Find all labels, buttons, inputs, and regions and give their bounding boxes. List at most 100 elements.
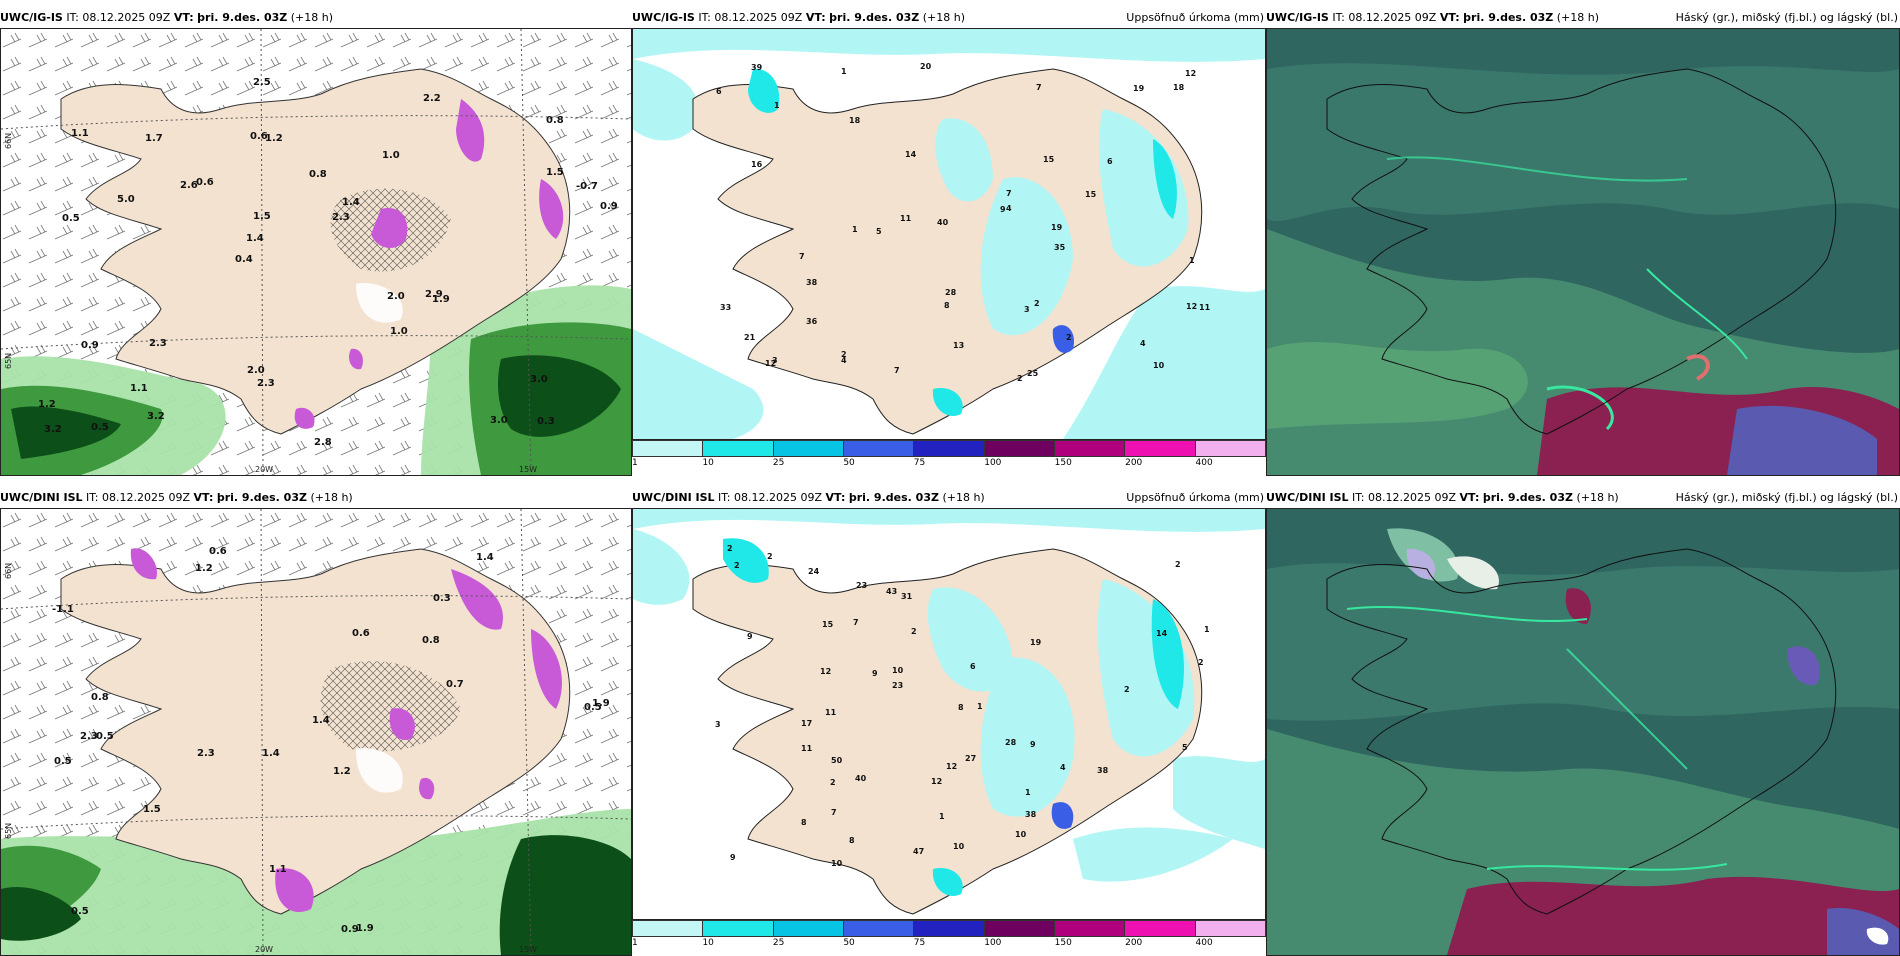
value-label: 12	[765, 359, 776, 368]
colorbar-tick: 75	[913, 458, 926, 468]
value-label: 7	[894, 366, 900, 375]
value-label: 1.9	[356, 923, 374, 934]
value-label: 9	[1000, 205, 1006, 214]
cloud-map[interactable]	[1266, 508, 1900, 956]
value-label: 9	[747, 632, 753, 641]
lead-time: (+18 h)	[1576, 491, 1619, 504]
value-label: 50	[831, 756, 843, 765]
value-label: 12	[931, 777, 942, 786]
value-label: 25	[1027, 369, 1039, 378]
lead-time: (+18 h)	[922, 11, 966, 24]
value-label: -1.1	[52, 604, 74, 615]
value-label: 2	[1198, 658, 1204, 667]
value-label: 2	[1017, 374, 1023, 383]
value-label: 11	[900, 214, 912, 223]
value-label: 19	[1051, 223, 1063, 232]
value-label: 11	[1199, 303, 1211, 312]
colorbar-cell	[773, 921, 844, 936]
value-label: 28	[945, 288, 957, 297]
value-label: 1.2	[333, 766, 351, 777]
weather-map[interactable]: 66N 65N 20W 15W 0.6 0.3 0.5 1.4 1.2 0.5 -1.1 0.…	[0, 508, 632, 956]
value-label: 39	[751, 63, 763, 72]
value-label: 1.2	[195, 563, 213, 574]
valid-time: þri. 9.des. 03Z	[216, 491, 307, 504]
value-label: 15	[1085, 190, 1097, 199]
colorbar-tick: 25	[772, 938, 785, 948]
value-label: 15	[1043, 155, 1055, 164]
lead-time: (+18 h)	[290, 11, 334, 24]
value-label: 1.1	[130, 383, 148, 394]
colorbar-cell	[773, 441, 844, 456]
colorbar-tick: 50	[843, 458, 855, 468]
value-label: 38	[1025, 810, 1037, 819]
model-name: UWC/IG-IS	[1266, 11, 1329, 24]
value-label: 4	[1140, 339, 1146, 348]
value-label: 1.9	[592, 698, 610, 709]
value-label: 7	[831, 808, 837, 817]
weather-map[interactable]: 66N 65N 20W 15W 0.3 0.5 0.8 0.4 1.0 0.5 0.6 0.8…	[0, 28, 632, 476]
cloud-map[interactable]	[1266, 28, 1900, 476]
colorbar-cell	[843, 921, 915, 936]
model-name: UWC/IG-IS	[0, 11, 63, 24]
value-label: 12	[946, 762, 957, 771]
panel-title: Uppsöfnuð úrkoma (mm)	[1126, 11, 1264, 24]
value-label: 23	[856, 581, 867, 590]
colorbar-tick: 25	[772, 458, 785, 468]
value-label: 5	[876, 227, 882, 236]
value-label: 1.7	[145, 133, 163, 144]
colorbar-cell	[914, 441, 985, 456]
precip-map[interactable]: 2 2 3 2 1 1 31 40 9 4 2 1 10 11 12 9 12 8 7 10 2 1 8 11 17 27 50 38…	[632, 508, 1266, 920]
value-label: 1.9	[432, 294, 450, 305]
value-label: 7	[1006, 189, 1012, 198]
panel-ig-precip: UWC/IG-IS IT: 08.12.2025 09Z VT: þri. 9.…	[632, 8, 1266, 468]
colorbar-tick: 100	[984, 458, 1002, 468]
lon-label-15: 15W	[519, 465, 537, 474]
precip-map[interactable]: 7 2 2 2 1 1 1 10 20 14 19 13 11 8 7 9 16 4 5 6 3 12 7 12 6 7 33 38 3…	[632, 28, 1266, 440]
value-label: 0.5	[54, 756, 72, 767]
value-label: 2	[1175, 560, 1181, 569]
value-label: 12	[1186, 302, 1197, 311]
value-label: 0.9	[600, 201, 618, 212]
value-label: 2	[767, 552, 773, 561]
value-label: 8	[801, 818, 807, 827]
colorbar-tick: 10	[702, 458, 714, 468]
value-label: 1	[841, 67, 847, 76]
value-label: 2	[830, 778, 836, 787]
value-label: 0.4	[235, 254, 253, 265]
value-label: 0.3	[537, 416, 555, 427]
value-label: 0.6	[352, 628, 370, 639]
panel-header: UWC/IG-IS IT: 08.12.2025 09Z VT: þri. 9.…	[0, 8, 632, 28]
value-label: 2.0	[247, 365, 265, 376]
init-time: 08.12.2025 09Z	[734, 491, 823, 504]
colorbar-cell	[1125, 921, 1196, 936]
value-label: 10	[1015, 830, 1027, 839]
value-label: 2	[1124, 685, 1130, 694]
init-time: 08.12.2025 09Z	[82, 11, 171, 24]
value-label: 2.2	[423, 93, 441, 104]
value-label: 2.5	[253, 77, 271, 88]
value-label: 10	[831, 859, 843, 868]
valid-time: þri. 9.des. 03Z	[829, 11, 920, 24]
colorbar: 1 10 25 50 75 100 150 200 400	[632, 920, 1266, 949]
colorbar-cell	[1125, 441, 1196, 456]
value-label: 1.0	[382, 150, 400, 161]
vt-label: VT:	[1439, 11, 1460, 24]
it-label: IT:	[698, 11, 711, 24]
panel-title: Háský (gr.), miðský (fj.bl.) og lágský (…	[1675, 491, 1898, 504]
value-label: 8	[849, 836, 855, 845]
wind-map-svg: 66N 65N 20W 15W 0.3 0.5 0.8 0.4 1.0 0.5 0.6 0.8…	[1, 29, 631, 475]
value-label: 0.5	[91, 422, 109, 433]
init-time: 08.12.2025 09Z	[714, 11, 803, 24]
value-label: 19	[1030, 638, 1042, 647]
value-label: 5	[1182, 743, 1188, 752]
value-label: 23	[892, 681, 903, 690]
value-label: 3	[772, 356, 778, 365]
value-label: 2.3	[80, 731, 98, 742]
value-label: 1	[1204, 625, 1210, 634]
vt-label: VT:	[805, 11, 826, 24]
value-label: 12	[1185, 69, 1196, 78]
value-label: 8	[958, 703, 964, 712]
value-label: 16	[751, 160, 763, 169]
colorbar-tick: 50	[843, 938, 855, 948]
value-label: 1	[852, 225, 858, 234]
